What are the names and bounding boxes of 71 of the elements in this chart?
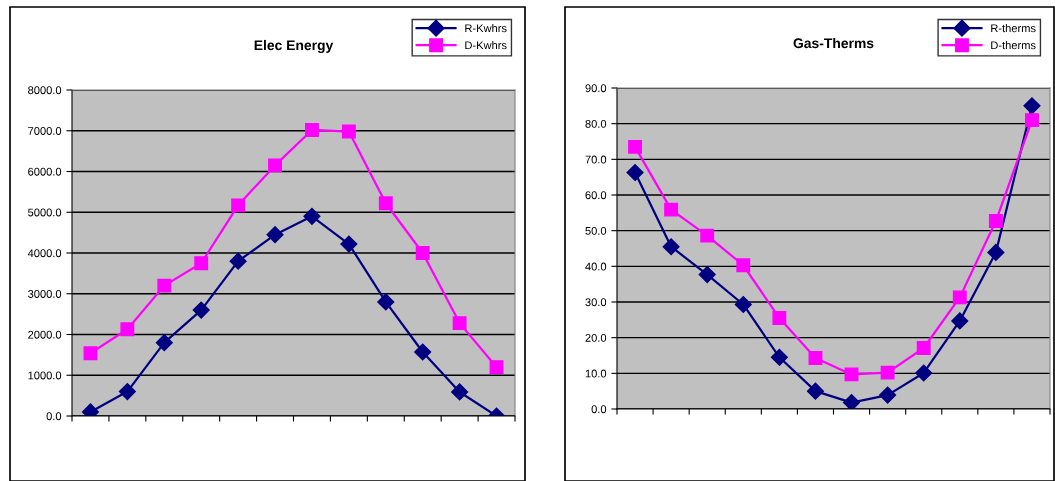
y-tick-label: 4000.0 (27, 249, 62, 258)
y-tick-label: 2000.0 (28, 330, 62, 339)
point (414, 343, 432, 361)
y-tick-label: 0.0 (46, 412, 62, 421)
y-tick-label: 1000.0 (28, 371, 62, 380)
y-tick-label: 3000.0 (28, 290, 62, 298)
point (378, 196, 393, 211)
point (772, 311, 787, 325)
point (305, 122, 319, 137)
point (155, 334, 173, 352)
chart-title: Elec Energy (254, 39, 334, 53)
point (664, 202, 679, 217)
point (628, 139, 642, 154)
point (808, 351, 823, 365)
y-tick-label: 40.0 (585, 262, 607, 271)
y-tick-label: 60.0 (585, 191, 607, 200)
legend-label: R-Kwhrs (465, 24, 507, 33)
point (842, 394, 861, 409)
legend-label: D-Kwhrs (465, 41, 507, 50)
point (192, 301, 210, 319)
point (489, 360, 504, 375)
y-tick-label: 80.0 (585, 119, 607, 128)
point (341, 124, 356, 139)
point (988, 214, 1003, 228)
point (770, 348, 788, 366)
point (231, 198, 246, 213)
point (952, 290, 967, 305)
point (844, 367, 859, 382)
point (268, 158, 282, 173)
point (303, 207, 321, 225)
legend-label: R-therms (991, 24, 1036, 33)
y-tick-label: 8000.0 (28, 86, 62, 95)
point (916, 341, 931, 355)
point (415, 246, 430, 260)
point (118, 382, 136, 401)
point (915, 364, 933, 382)
y-tick-label: 0.0 (591, 405, 607, 414)
point (987, 243, 1005, 261)
y-tick-label: 70.0 (585, 155, 607, 164)
point (120, 322, 135, 337)
y-tick-label: 30.0 (585, 298, 607, 307)
point (662, 238, 680, 256)
y-tick-label: 7000.0 (28, 127, 62, 135)
point (698, 265, 716, 284)
point (377, 293, 395, 311)
legend-label: D-therms (991, 41, 1036, 50)
y-tick-label: 20.0 (585, 333, 607, 342)
point (266, 226, 284, 244)
point (734, 295, 752, 314)
point (951, 312, 969, 330)
point (700, 228, 715, 243)
point (157, 278, 172, 293)
y-tick-label: 10.0 (585, 369, 607, 378)
y-tick-label: 5000.0 (28, 208, 62, 217)
y-tick-label: 50.0 (585, 226, 607, 235)
point (1025, 113, 1039, 128)
point (451, 383, 469, 401)
point (879, 386, 897, 404)
point (340, 235, 358, 253)
point (736, 258, 751, 273)
point (880, 365, 895, 380)
point (229, 252, 247, 270)
point (452, 316, 467, 331)
point (626, 163, 644, 182)
point (806, 382, 825, 400)
y-tick-label: 90.0 (585, 84, 607, 93)
chart-title: Gas-Therms (793, 37, 874, 49)
point (194, 256, 209, 271)
point (83, 346, 98, 361)
y-tick-label: 6000.0 (28, 167, 62, 176)
point (1023, 97, 1041, 115)
